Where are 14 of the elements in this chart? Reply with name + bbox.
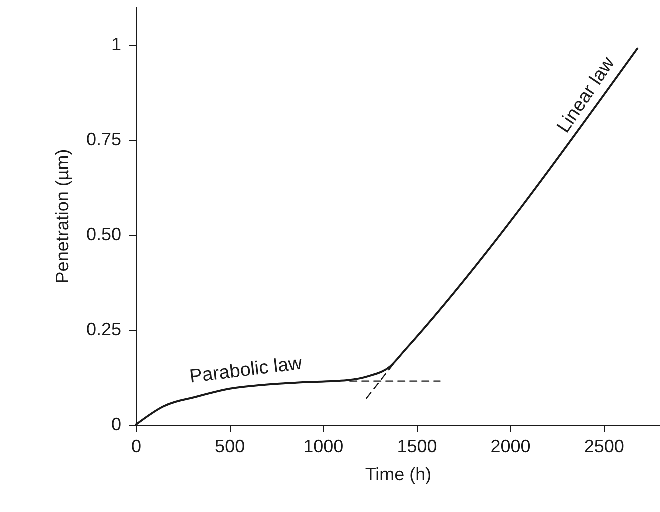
y-tick-label: 1 xyxy=(111,34,122,54)
x-tick-label: 1500 xyxy=(397,436,438,456)
x-tick-label: 2500 xyxy=(584,436,624,456)
y-tick-label: 0.25 xyxy=(86,320,122,340)
annotation: Parabolic law xyxy=(188,353,304,388)
x-tick-label: 1000 xyxy=(304,436,344,456)
x-tick-label: 2000 xyxy=(490,436,531,456)
x-tick-label: 500 xyxy=(215,436,246,456)
y-tick-label: 0.75 xyxy=(86,130,122,150)
y-tick-label: 0.50 xyxy=(86,224,122,244)
y-axis-title: Penetration (µm) xyxy=(52,149,72,284)
x-axis-title: Time (h) xyxy=(365,464,432,484)
x-tick-label: 0 xyxy=(131,436,142,456)
y-tick-label: 0 xyxy=(111,414,122,434)
